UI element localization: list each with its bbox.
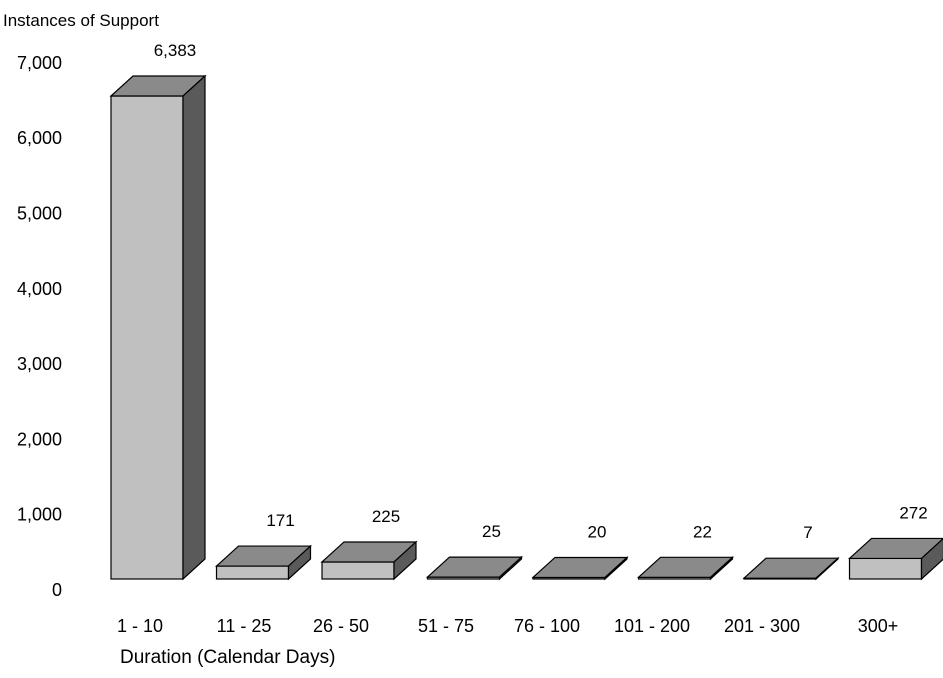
bar-top (847, 537, 943, 560)
bar (425, 555, 524, 581)
bar-top (531, 556, 629, 579)
x-tick-label: 11 - 25 (217, 616, 272, 636)
data-label: 25 (482, 522, 501, 541)
y-tick-label: 4,000 (17, 279, 62, 299)
x-tick-label: 1 - 10 (117, 616, 163, 636)
y-tick-label: 0 (52, 580, 62, 600)
bar-side (604, 556, 628, 581)
x-axis-title: Duration (Calendar Days) (120, 647, 335, 668)
data-label: 225 (372, 507, 400, 526)
bar (109, 74, 207, 581)
bar (320, 540, 418, 581)
bar-front (215, 565, 290, 580)
y-axis-title: Instances of Support (3, 11, 159, 30)
y-tick-label: 3,000 (17, 354, 62, 374)
x-tick-label: 76 - 100 (514, 616, 580, 636)
x-axis-ticks: 1 - 10 11 - 25 26 - 50 51 - 75 76 - 100 101 -… (117, 616, 898, 636)
bar-top (636, 556, 735, 578)
bar-side (182, 74, 206, 581)
bar-side (393, 540, 417, 581)
bar (214, 544, 313, 581)
y-tick-label: 5,000 (17, 204, 62, 224)
x-tick-label: 300+ (858, 616, 899, 636)
x-tick-label: 101 - 200 (614, 616, 690, 636)
data-label: 6,383 (154, 41, 197, 60)
data-label: 20 (588, 522, 607, 541)
y-tick-label: 6,000 (17, 128, 62, 148)
y-tick-label: 7,000 (17, 53, 62, 73)
bar-front (110, 95, 184, 580)
bar-side (815, 556, 839, 581)
x-tick-label: 26 - 50 (313, 616, 369, 636)
bar-top (425, 556, 524, 578)
y-tick-label: 1,000 (17, 505, 62, 525)
bars (109, 74, 943, 581)
bar (742, 556, 840, 581)
bar-side (920, 538, 943, 581)
y-tick-label: 2,000 (17, 429, 62, 449)
data-label: 171 (266, 511, 294, 530)
bar (636, 555, 735, 581)
bar (847, 537, 943, 581)
data-label: 7 (803, 523, 812, 542)
data-labels: 6,383 171 225 25 20 22 7 272 (154, 41, 928, 542)
bar-side (709, 555, 734, 581)
data-label: 22 (693, 522, 712, 541)
bar (531, 556, 629, 581)
bar-side (287, 544, 312, 581)
bar-front (321, 561, 395, 580)
bar-top (742, 557, 840, 579)
bar-side (498, 555, 523, 581)
x-tick-label: 201 - 300 (724, 616, 800, 636)
bar-front (848, 557, 923, 580)
x-tick-label: 51 - 75 (418, 616, 474, 636)
data-label: 272 (899, 503, 927, 522)
y-axis-ticks: 0 1,000 2,000 3,000 4,000 5,000 6,000 7,000 (17, 53, 62, 600)
